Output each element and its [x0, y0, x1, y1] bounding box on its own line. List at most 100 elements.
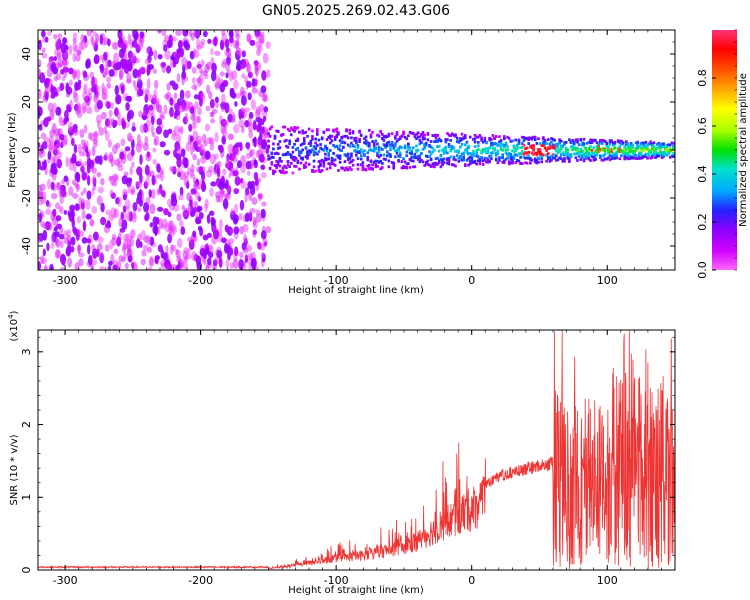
colorbar-tick-label: 0.8 [696, 69, 709, 87]
spectrogram-cell [431, 162, 435, 166]
spectrogram-cell [226, 158, 230, 166]
spectrogram-cell [623, 145, 626, 149]
spectrogram-cell [359, 134, 363, 137]
spectrogram-cell [673, 147, 675, 151]
spectrogram-cell [92, 30, 97, 37]
spectrogram-cell [398, 145, 402, 149]
spectrogram-cell [320, 147, 324, 151]
spectrogram-cell [423, 133, 426, 137]
spectrogram-cell [559, 153, 563, 157]
spectrogram-cell [175, 249, 179, 255]
spectrogram-cell [309, 141, 313, 145]
spectrogram-cell [197, 225, 203, 232]
spectrogram-cell [550, 158, 553, 162]
spectrogram-cell [139, 241, 143, 248]
spectrogram-cell [348, 144, 352, 148]
spectrogram-cell [276, 130, 280, 133]
spectrogram-cell [374, 163, 378, 166]
spectrogram-cell [231, 155, 238, 163]
spectrogram-cell [592, 152, 596, 155]
spectrogram-cell [288, 142, 291, 146]
spectrogram-cell [381, 166, 384, 169]
spectrogram-cell [418, 154, 422, 158]
spectrogram-cell [447, 143, 451, 146]
spectrogram-cell [638, 145, 641, 149]
spectrogram-cell [607, 151, 610, 155]
spectrogram-cell [291, 146, 295, 149]
spectrogram-cell [234, 246, 239, 256]
spectrogram-cell [304, 165, 308, 169]
spectrogram-cell [475, 149, 478, 152]
spectrogram-cell [149, 203, 156, 215]
spectrogram-cell [294, 139, 298, 143]
spectrogram-cell [118, 48, 125, 59]
spectrogram-cell [50, 233, 55, 244]
spectrogram-cell [42, 229, 48, 241]
spectrogram-cell [69, 99, 73, 109]
spectrogram-cell [408, 131, 412, 134]
spectrogram-cell [402, 157, 405, 161]
spectrogram-cell [327, 151, 330, 155]
spectrogram-cell [291, 128, 295, 132]
spectrogram-cell [551, 156, 555, 160]
spectrogram-cell [563, 153, 566, 157]
spectrogram-cell [206, 169, 212, 178]
spectrogram-cell [268, 166, 272, 170]
spectrogram-cell [447, 157, 451, 160]
spectrogram-cell [499, 147, 503, 151]
spectrogram-cell [234, 101, 238, 107]
y-tick-label: -40 [20, 237, 33, 255]
spectrogram-cell [72, 226, 77, 234]
spectrogram-cell [602, 147, 605, 150]
spectrogram-cell [210, 48, 214, 56]
spectrogram-cell [52, 102, 57, 113]
spectrogram-cell [40, 132, 47, 140]
spectrogram-cell [660, 156, 664, 159]
spectrogram-cell [301, 131, 304, 135]
spectrogram-cell [363, 149, 366, 153]
spectrogram-cell [673, 151, 675, 155]
spectrogram-cell [486, 150, 490, 153]
spectrogram-cell [548, 157, 552, 161]
spectrogram-cell [276, 147, 280, 150]
spectrogram-cell [420, 159, 423, 162]
spectrogram-cell [397, 138, 400, 141]
spectrogram-cell [291, 157, 295, 161]
spectrogram-cell [511, 156, 514, 159]
spectrogram-cell [618, 145, 622, 149]
spectrogram-cell [119, 227, 126, 233]
spectrogram-cell [641, 141, 644, 145]
spectrogram-cell [512, 154, 516, 158]
spectrogram-cell [639, 156, 643, 160]
spectrogram-cell [63, 67, 68, 79]
spectrogram-cell [309, 149, 313, 153]
spectrogram-cell [109, 239, 114, 250]
spectrogram-cell [568, 138, 571, 142]
spectrogram-cell [446, 161, 449, 165]
spectrogram-cell [210, 70, 217, 82]
spectrogram-cell [647, 154, 651, 157]
spectrogram-cell [47, 102, 54, 112]
spectrogram-cell [390, 141, 394, 145]
spectrogram-cell [392, 163, 396, 166]
spectrogram-cell [92, 138, 98, 149]
spectrogram-cell [179, 186, 184, 196]
spectrogram-cell [309, 144, 313, 147]
spectrogram-cell [626, 151, 630, 155]
spectrogram-cell [407, 134, 410, 138]
spectrogram-cell [117, 196, 122, 207]
spectrogram-cell [363, 137, 366, 140]
spectrogram-cell [281, 132, 285, 136]
spectrogram-cell [548, 159, 552, 163]
spectrogram-cell [605, 142, 609, 146]
spectrogram-cell [585, 153, 589, 157]
spectrogram-cell [181, 56, 188, 68]
spectrogram-cell [82, 90, 89, 102]
spectrogram-cell [86, 175, 91, 186]
spectrogram-cell [581, 153, 584, 157]
spectrogram-cell [371, 167, 374, 171]
spectrogram-cell [283, 164, 287, 168]
spectrogram-cell [595, 148, 599, 152]
spectrogram-cell [569, 140, 573, 144]
spectrogram-cell [197, 60, 201, 69]
